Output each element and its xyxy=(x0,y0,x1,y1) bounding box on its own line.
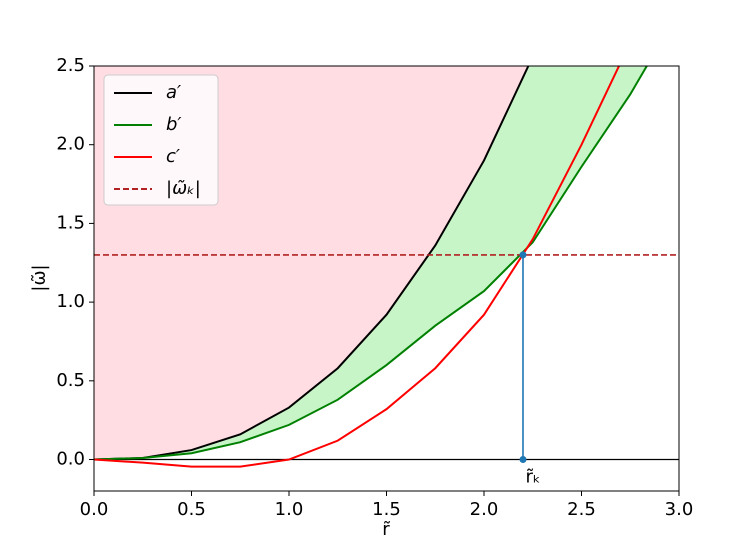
y-tick-label: 0.0 xyxy=(56,449,85,470)
y-tick-label: 1.0 xyxy=(56,291,85,312)
legend-label: a′ xyxy=(166,82,181,103)
x-tick-label: 2.0 xyxy=(470,499,499,520)
legend-box xyxy=(103,74,219,206)
marker-point xyxy=(519,251,527,259)
x-tick-label: 1.5 xyxy=(372,499,401,520)
x-axis-label: r̃ xyxy=(382,519,390,540)
x-tick-label: 0.5 xyxy=(177,499,206,520)
y-tick-label: 0.5 xyxy=(56,370,85,391)
x-tick-label: 3.0 xyxy=(665,499,694,520)
series-line xyxy=(94,66,530,461)
y-axis-label: |ω̃| xyxy=(29,264,50,291)
series-line xyxy=(94,66,621,468)
y-tick-label: 2.5 xyxy=(56,55,85,76)
marker-label: r̃ₖ xyxy=(525,467,540,488)
x-tick-label: 2.5 xyxy=(567,499,596,520)
legend-label: c′ xyxy=(166,146,180,167)
y-tick-label: 2.0 xyxy=(56,134,85,155)
y-tick-label: 1.5 xyxy=(56,212,85,233)
legend-label: |ω̃ₖ| xyxy=(166,178,201,199)
series-line xyxy=(94,66,648,461)
x-tick-label: 0.0 xyxy=(80,499,109,520)
legend-label: b′ xyxy=(166,114,182,135)
x-tick-label: 1.0 xyxy=(275,499,304,520)
fill-between-a-b xyxy=(94,66,647,460)
marker-base xyxy=(519,456,527,464)
